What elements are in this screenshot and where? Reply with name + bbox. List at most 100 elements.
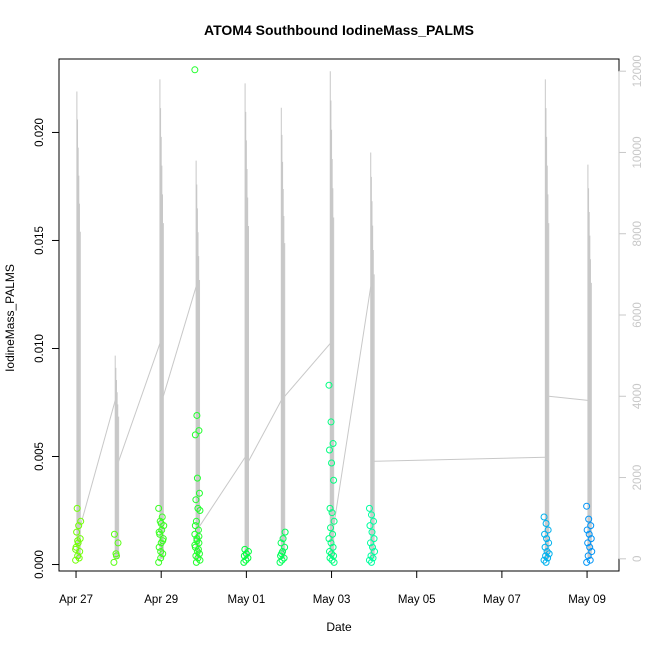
data-point [193, 411, 201, 419]
data-point [72, 556, 80, 564]
data-point [73, 528, 81, 536]
y-axis-label: IodineMass_PALMS [3, 264, 17, 372]
data-point [193, 535, 201, 543]
data-point [157, 519, 165, 527]
data-point [325, 381, 333, 389]
x-axis: Apr 27 Apr 29 May 01 May 03 May 05 May 07 May … [59, 570, 606, 606]
data-point [367, 558, 375, 566]
data-point [586, 556, 594, 564]
data-point [540, 513, 548, 521]
chart-title: ATOM4 Southbound IodineMass_PALMS [204, 22, 474, 38]
data-point [543, 535, 551, 543]
data-point [369, 554, 377, 562]
y-axis-right: 0 2000 4000 6000 8000 10000 12000 [618, 55, 644, 562]
data-point [328, 556, 336, 564]
y-right-tick-label: 4000 [632, 383, 644, 409]
y-right-tick-label: 10000 [632, 136, 644, 168]
y-tick-label: 0.020 [34, 118, 46, 147]
altitude-transit [548, 395, 588, 401]
data-point [191, 522, 199, 530]
y-axis: 0.000 0.005 0.010 0.015 0.020 [34, 118, 60, 579]
x-tick-label: May 01 [228, 594, 266, 606]
data-point [367, 552, 375, 560]
data-point [370, 535, 378, 543]
data-point [155, 528, 163, 536]
data-point [155, 558, 163, 566]
data-point [242, 550, 250, 558]
data-point [328, 459, 336, 467]
data-point [241, 545, 249, 553]
data-point [542, 552, 550, 560]
data-point [583, 558, 591, 566]
data-point [110, 530, 118, 538]
data-point [74, 552, 82, 560]
y-right-tick-label: 12000 [632, 55, 644, 87]
altitude-transit [284, 343, 331, 397]
y-right-tick-label: 6000 [632, 302, 644, 328]
data-point [369, 543, 377, 551]
data-point [276, 558, 284, 566]
altitude-transit [118, 343, 161, 462]
y-right-tick-label: 8000 [632, 221, 644, 247]
data-point [330, 476, 338, 484]
y-tick-label: 0.015 [34, 226, 46, 255]
x-axis-label: Date [326, 620, 352, 634]
data-point [329, 530, 337, 538]
data-point [542, 558, 550, 566]
y-tick-label: 0.000 [34, 550, 46, 579]
data-point [191, 431, 199, 439]
data-point [159, 550, 167, 558]
data-point [366, 522, 374, 530]
data-point [195, 489, 203, 497]
altitude-transit [374, 456, 546, 462]
x-tick-label: Apr 29 [144, 594, 178, 606]
data-point [277, 539, 285, 547]
altitude-trace [76, 71, 592, 559]
data-point [192, 552, 200, 560]
data-point [540, 556, 548, 564]
data-point [371, 548, 379, 556]
data-point [365, 556, 373, 564]
data-point [542, 519, 550, 527]
data-point [584, 552, 592, 560]
data-point [194, 504, 202, 512]
data-point [586, 543, 594, 551]
data-point [155, 543, 163, 551]
data-point [194, 554, 202, 562]
data-point [587, 535, 595, 543]
data-point [158, 513, 166, 521]
data-point [370, 517, 378, 525]
y-tick-label: 0.005 [34, 442, 46, 471]
data-point [367, 511, 375, 519]
x-tick-label: Apr 27 [59, 594, 93, 606]
data-points [72, 66, 596, 566]
data-point [584, 539, 592, 547]
data-point [281, 528, 289, 536]
data-point [366, 539, 374, 547]
data-point [75, 522, 83, 530]
data-point [192, 517, 200, 525]
data-point [327, 524, 335, 532]
data-point [281, 543, 289, 551]
altitude-transit [333, 286, 372, 527]
data-point [326, 548, 334, 556]
data-point [279, 535, 287, 543]
data-point [240, 558, 248, 566]
data-point [195, 550, 203, 558]
y-right-tick-label: 0 [632, 556, 644, 562]
data-point [368, 528, 376, 536]
data-point [112, 552, 120, 560]
data-point [327, 418, 335, 426]
data-point [325, 535, 333, 543]
altitude-transit [199, 456, 246, 527]
altitude-transit [79, 400, 116, 527]
data-point [192, 496, 200, 504]
data-point [196, 507, 204, 515]
data-point [159, 537, 167, 545]
data-point [195, 427, 203, 435]
data-point [155, 504, 163, 512]
data-point [587, 522, 595, 530]
data-point [544, 526, 552, 534]
data-point [328, 550, 336, 558]
